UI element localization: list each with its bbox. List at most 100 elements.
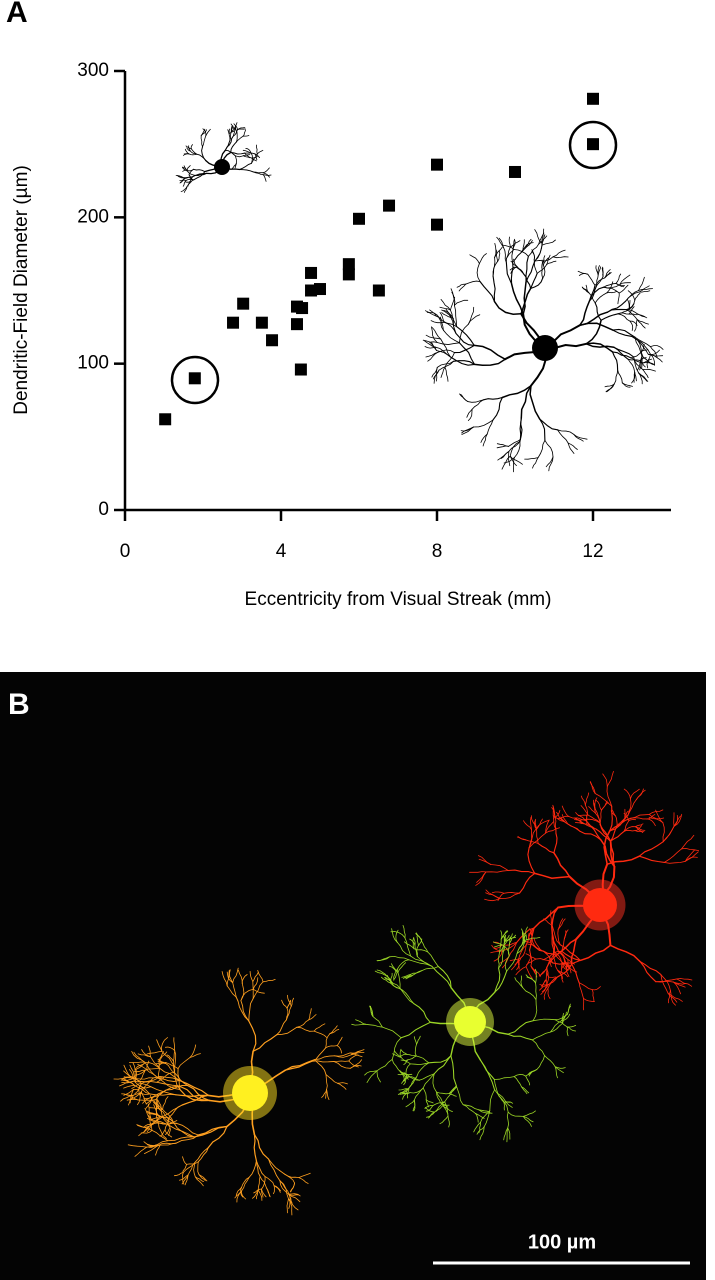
dendrite	[471, 399, 484, 410]
dendrite	[298, 1177, 309, 1184]
dendrite	[561, 962, 569, 971]
dendrite	[525, 966, 533, 979]
dendrite	[402, 989, 415, 1005]
dendrite	[439, 312, 445, 323]
data-point	[237, 297, 250, 310]
dendrite	[159, 1129, 166, 1137]
dendrite	[508, 936, 511, 946]
dendrite	[198, 1174, 206, 1181]
dendrite	[508, 439, 521, 447]
dendrite	[239, 169, 254, 173]
dendrite	[525, 839, 539, 844]
dendrite	[425, 351, 439, 358]
dendrite	[400, 1071, 406, 1083]
dendrite	[489, 1089, 495, 1111]
dendrite	[266, 1187, 271, 1198]
dendrite	[673, 815, 678, 827]
dendrite	[197, 1125, 228, 1136]
dendrite	[262, 172, 270, 178]
dendrite	[355, 1019, 367, 1025]
dendrite	[230, 125, 233, 133]
x-tick-label: 4	[276, 541, 287, 562]
dendrite	[167, 1136, 195, 1142]
y-tick-label: 0	[98, 499, 109, 520]
dendrite	[512, 249, 524, 263]
dendrite	[452, 360, 476, 365]
dendrite	[475, 1113, 485, 1119]
dendrite	[655, 980, 674, 983]
dendrite	[289, 1194, 301, 1203]
dendrite	[546, 254, 551, 265]
dendrite	[579, 944, 612, 962]
dendrite	[517, 958, 520, 970]
data-point	[587, 92, 599, 105]
dendrite	[637, 339, 651, 355]
dendrite	[281, 999, 288, 1009]
dendrite	[402, 925, 406, 939]
dendrite	[399, 1048, 402, 1058]
dendrite	[530, 277, 544, 289]
dendrite	[144, 1068, 161, 1071]
dendrite	[531, 251, 535, 261]
dendrite	[256, 149, 264, 155]
dendrite	[182, 1172, 185, 1185]
dendrite	[253, 171, 264, 174]
dendrite	[522, 1110, 536, 1117]
dendrite	[248, 1020, 257, 1052]
dendrite	[627, 799, 637, 816]
dendrite	[351, 1023, 367, 1026]
dendrite	[416, 1035, 421, 1045]
dendrite	[648, 809, 664, 815]
dendrite	[132, 1093, 151, 1096]
dendrite	[251, 156, 258, 159]
dendrite	[573, 434, 584, 442]
dendrite	[286, 1000, 292, 1009]
dendrite	[186, 147, 191, 152]
dendrite	[337, 1082, 347, 1090]
dendrite	[545, 819, 550, 834]
dendrite	[619, 274, 631, 285]
dendrite	[522, 1116, 532, 1127]
dendrite	[397, 1088, 409, 1095]
dendrite	[553, 832, 558, 854]
dendrite	[600, 313, 619, 321]
dendrite	[279, 1180, 290, 1196]
dendrite	[173, 1037, 176, 1051]
dendrite	[325, 1074, 328, 1090]
dendrite	[382, 1026, 402, 1039]
dendrite	[532, 457, 539, 469]
dendrite	[518, 944, 527, 960]
dendrite	[509, 957, 522, 962]
dendrite	[167, 1116, 171, 1129]
dendrite	[196, 153, 207, 161]
dendrite	[396, 941, 411, 957]
dendrite	[646, 818, 656, 827]
dendrite	[164, 1129, 173, 1138]
dendrite	[252, 981, 264, 999]
dendrite	[479, 281, 496, 303]
dendrite	[239, 162, 252, 170]
y-tick-label: 200	[77, 206, 109, 227]
dendrite	[228, 131, 235, 135]
dendrite	[405, 1099, 415, 1108]
dendrite	[628, 819, 636, 822]
data-point	[509, 165, 521, 178]
dendrite	[141, 1077, 158, 1084]
dendrite	[535, 819, 550, 830]
dendrite	[397, 962, 406, 973]
dendrite	[262, 174, 267, 182]
dendrite	[553, 951, 563, 963]
y-axis-title: Dendritic-Field Diameter (µm)	[11, 165, 32, 415]
dendrite	[334, 1052, 351, 1057]
dendrite	[333, 1061, 351, 1069]
dendrite	[374, 970, 388, 977]
data-point	[266, 334, 279, 347]
dendrite	[188, 145, 191, 152]
dendrite	[479, 1059, 496, 1091]
dendrite	[535, 968, 537, 984]
data-point	[296, 302, 309, 315]
dendrite	[155, 1099, 159, 1124]
dendrite	[566, 1026, 569, 1037]
dendrite	[575, 812, 586, 820]
